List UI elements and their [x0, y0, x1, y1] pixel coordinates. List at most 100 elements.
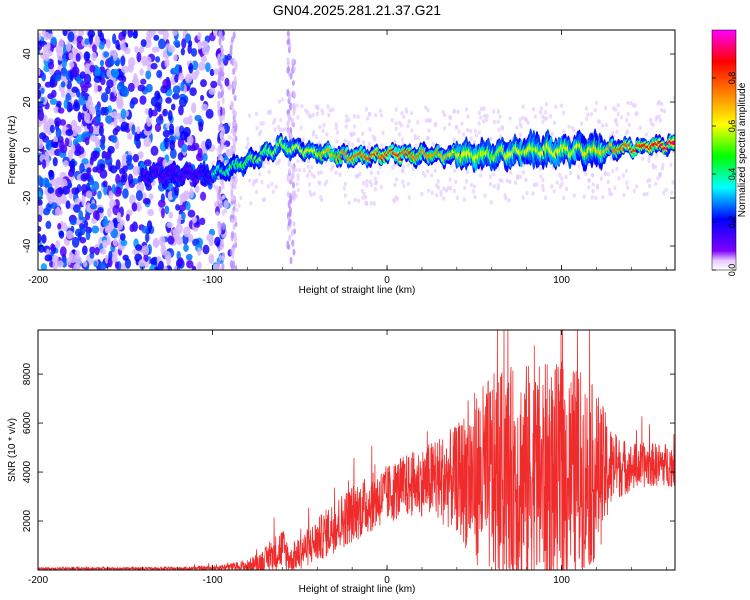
- halo-cell: [562, 195, 566, 201]
- halo-cell: [638, 125, 643, 131]
- noise-cell: [125, 213, 130, 222]
- halo-cell: [310, 172, 314, 177]
- halo-cell: [521, 195, 525, 200]
- noise-cell: [145, 83, 153, 93]
- halo-cell: [448, 177, 452, 182]
- halo-cell: [645, 191, 649, 197]
- halo-cell: [627, 122, 631, 128]
- halo-cell: [407, 119, 411, 124]
- halo-cell: [289, 133, 294, 139]
- noise-cell: [173, 39, 181, 47]
- halo-cell: [307, 182, 312, 187]
- noise-cell: [219, 132, 223, 140]
- noise-cell: [219, 146, 223, 154]
- halo-cell: [325, 132, 329, 137]
- halo-cell: [606, 172, 610, 177]
- y-tick-label: 2000: [22, 509, 33, 532]
- halo-cell: [492, 119, 497, 125]
- halo-cell: [448, 114, 452, 120]
- halo-cell: [221, 211, 225, 216]
- halo-cell: [591, 188, 595, 194]
- noise-cell: [221, 35, 225, 42]
- halo-cell: [334, 125, 339, 131]
- noise-cell: [79, 163, 85, 174]
- noise-cell: [184, 73, 193, 84]
- noise-cell: [121, 171, 128, 183]
- halo-cell: [519, 124, 523, 129]
- halo-cell: [224, 208, 228, 213]
- noise-cell: [112, 238, 118, 247]
- noise-cell: [145, 232, 150, 243]
- halo-cell: [371, 134, 375, 139]
- noise-cell: [232, 67, 236, 76]
- halo-cell: [351, 142, 355, 147]
- halo-cell: [498, 134, 503, 139]
- noise-cell: [197, 247, 202, 256]
- halo-cell: [355, 174, 359, 179]
- halo-cell: [644, 132, 648, 137]
- halo-cell: [453, 108, 457, 114]
- noise-cell: [107, 145, 115, 154]
- noise-cell: [160, 244, 167, 256]
- halo-cell: [477, 110, 481, 116]
- spectrogram-x-label: Height of straight line (km): [299, 285, 416, 296]
- halo-cell: [613, 185, 617, 191]
- noise-cell: [40, 263, 48, 270]
- noise-cell: [56, 260, 64, 268]
- noise-cell: [290, 173, 294, 183]
- halo-cell: [632, 188, 636, 194]
- halo-cell: [442, 126, 447, 131]
- noise-cell: [172, 228, 180, 240]
- halo-cell: [626, 111, 630, 117]
- noise-cell: [230, 189, 234, 199]
- halo-cell: [221, 185, 225, 190]
- noise-cell: [291, 190, 295, 200]
- halo-cell: [310, 165, 314, 170]
- noise-cell: [55, 240, 61, 249]
- halo-cell: [589, 112, 594, 117]
- noise-cell: [222, 221, 226, 231]
- noise-cell: [106, 69, 112, 78]
- halo-cell: [603, 105, 608, 111]
- halo-cell: [543, 195, 548, 200]
- halo-cell: [539, 174, 543, 179]
- noise-cell: [221, 262, 225, 270]
- halo-cell: [496, 166, 500, 171]
- noise-cell: [115, 39, 120, 50]
- halo-cell: [297, 167, 302, 173]
- noise-cell: [129, 194, 136, 205]
- noise-cell: [153, 34, 160, 41]
- noise-cell: [78, 210, 84, 221]
- halo-cell: [280, 97, 284, 102]
- noise-cell: [71, 86, 79, 93]
- halo-cell: [233, 131, 237, 137]
- noise-cell: [181, 211, 186, 220]
- halo-cell: [655, 153, 659, 158]
- noise-cell: [111, 254, 118, 263]
- noise-cell: [221, 255, 225, 262]
- noise-cell: [219, 243, 223, 251]
- halo-cell: [550, 184, 554, 189]
- noise-cell: [133, 73, 138, 84]
- halo-cell: [601, 123, 605, 128]
- noise-cell: [53, 106, 60, 114]
- noise-cell: [95, 109, 101, 118]
- noise-cell: [55, 73, 62, 82]
- noise-cell: [142, 197, 151, 205]
- noise-cell: [59, 193, 67, 205]
- halo-cell: [548, 114, 553, 119]
- halo-cell: [425, 169, 430, 174]
- halo-cell: [395, 196, 399, 202]
- halo-cell: [498, 114, 502, 119]
- noise-cell: [220, 239, 224, 245]
- halo-cell: [466, 114, 470, 119]
- noise-cell: [100, 143, 106, 151]
- y-tick-label: 0: [22, 147, 33, 153]
- noise-cell: [289, 72, 293, 80]
- noise-cell: [151, 46, 160, 53]
- halo-cell: [669, 162, 673, 167]
- halo-cell: [670, 190, 674, 195]
- noise-cell: [234, 242, 238, 248]
- noise-cell: [218, 254, 222, 262]
- halo-cell: [335, 139, 339, 144]
